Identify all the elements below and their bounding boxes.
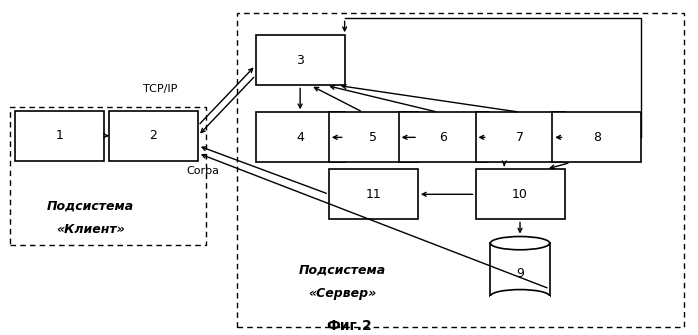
Text: 6: 6	[439, 131, 447, 144]
Text: 3: 3	[296, 54, 304, 67]
Text: 5: 5	[369, 131, 378, 144]
Text: Подсистема: Подсистема	[47, 200, 134, 212]
Text: Фиг.2: Фиг.2	[326, 319, 372, 333]
Bar	[255, 112, 345, 162]
Text: 9: 9	[516, 267, 524, 279]
Text: 2: 2	[149, 129, 158, 142]
Ellipse shape	[490, 289, 549, 303]
Text: 11: 11	[366, 188, 381, 201]
Text: Corba: Corba	[186, 166, 219, 176]
Text: «Клиент»: «Клиент»	[57, 223, 125, 236]
Text: 7: 7	[516, 131, 524, 144]
Bar	[552, 112, 641, 162]
Bar	[329, 169, 418, 219]
Text: «Сервер»: «Сервер»	[308, 287, 376, 299]
Bar	[490, 243, 549, 296]
Bar	[475, 112, 565, 162]
Text: 8: 8	[593, 131, 601, 144]
Bar	[329, 112, 418, 162]
Text: 10: 10	[512, 188, 528, 201]
Bar	[109, 111, 198, 161]
Ellipse shape	[490, 237, 549, 250]
Bar	[399, 112, 488, 162]
Bar	[10, 107, 206, 245]
Text: 4: 4	[296, 131, 304, 144]
Bar	[255, 35, 345, 85]
Text: Подсистема: Подсистема	[299, 263, 385, 276]
Bar	[237, 13, 684, 327]
Bar	[475, 169, 565, 219]
Text: TCP/IP: TCP/IP	[143, 84, 178, 94]
Bar	[15, 111, 104, 161]
Text: 1: 1	[55, 129, 64, 142]
Bar	[490, 296, 550, 305]
